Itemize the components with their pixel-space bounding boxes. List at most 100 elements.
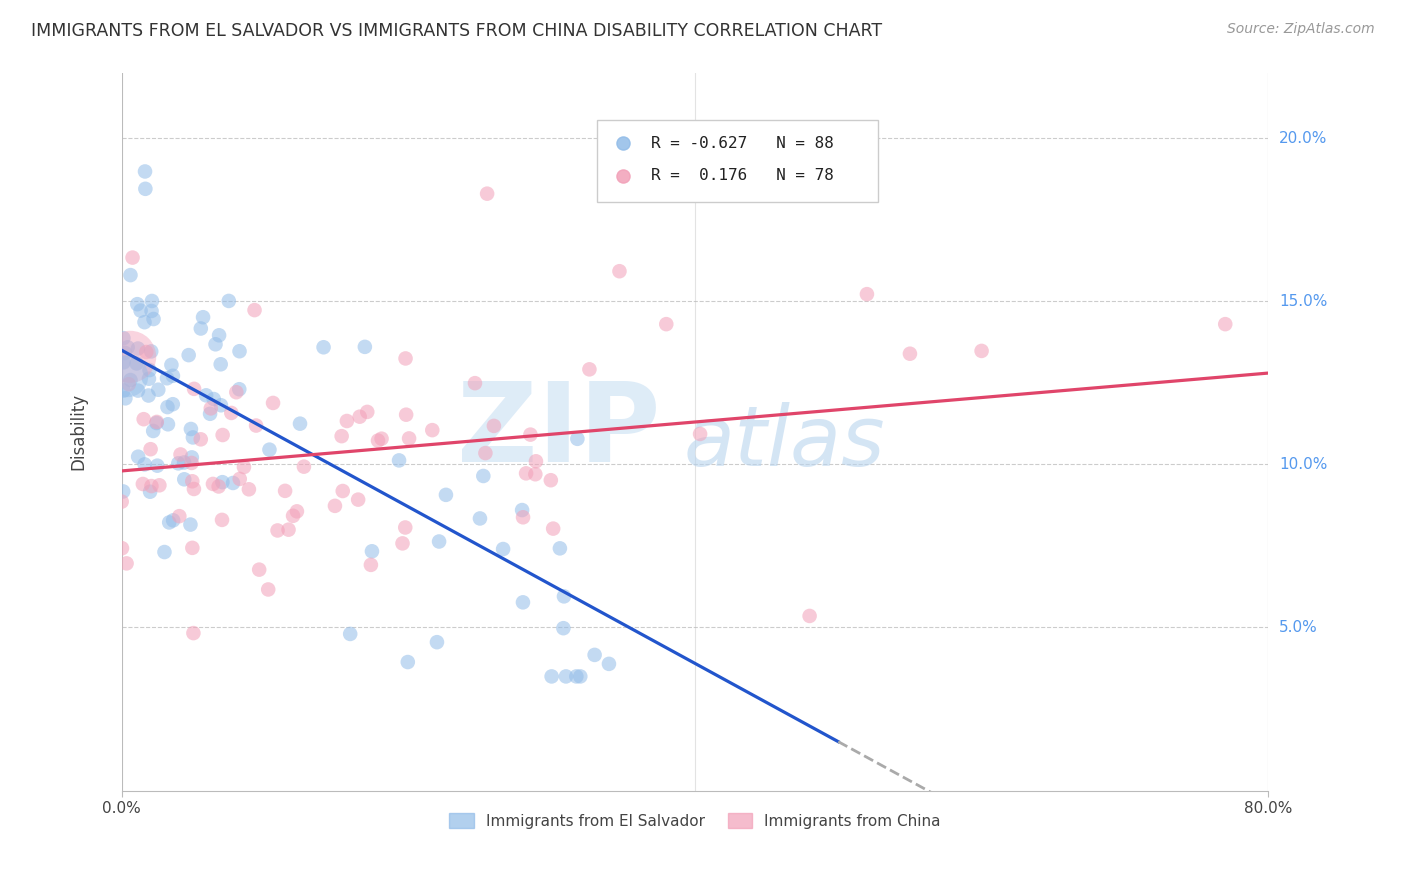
Point: [181, 430, 204, 444]
Point: [233, 460, 256, 475]
Point: [180, 422, 202, 436]
Point: [135, 345, 157, 359]
Point: [395, 408, 418, 422]
Point: [208, 328, 231, 343]
Point: [420, 423, 443, 437]
Point: [117, 369, 139, 384]
Text: R = -0.627   N = 88: R = -0.627 N = 88: [651, 136, 834, 151]
Point: [243, 303, 266, 318]
Point: [512, 595, 534, 609]
Point: [225, 385, 247, 400]
Point: [468, 511, 491, 525]
Point: [330, 429, 353, 443]
Point: [169, 447, 191, 461]
Point: [167, 456, 190, 470]
Point: [120, 350, 142, 364]
Point: [856, 287, 879, 301]
Point: [475, 186, 498, 201]
Point: [180, 456, 202, 470]
Point: [277, 523, 299, 537]
Point: [655, 317, 678, 331]
Point: [112, 331, 135, 345]
Point: [141, 304, 163, 318]
Point: [238, 483, 260, 497]
Point: [127, 342, 149, 356]
Point: [127, 297, 149, 311]
Point: [208, 479, 231, 493]
Point: [200, 401, 222, 416]
Point: [898, 347, 921, 361]
Point: [156, 400, 179, 414]
FancyBboxPatch shape: [598, 120, 879, 202]
Point: [474, 446, 496, 460]
Text: Disability: Disability: [69, 393, 87, 470]
Point: [578, 362, 600, 376]
Point: [391, 536, 413, 550]
Point: [482, 418, 505, 433]
Point: [142, 424, 165, 438]
Point: [138, 372, 160, 386]
Point: [492, 542, 515, 557]
Point: [349, 409, 371, 424]
Point: [360, 558, 382, 572]
Point: [245, 418, 267, 433]
Point: [111, 541, 134, 556]
Point: [524, 454, 547, 468]
Point: [115, 557, 138, 571]
Point: [118, 377, 141, 392]
Point: [274, 483, 297, 498]
Point: [218, 293, 240, 308]
Point: [146, 458, 169, 473]
Point: [120, 268, 142, 282]
Point: [222, 475, 245, 490]
Point: [394, 351, 416, 366]
Point: [125, 356, 148, 370]
Point: [312, 340, 335, 354]
Point: [553, 590, 575, 604]
Text: R =  0.176   N = 78: R = 0.176 N = 78: [651, 168, 834, 183]
Point: [146, 415, 169, 429]
Point: [515, 467, 537, 481]
Text: 15.0%: 15.0%: [1279, 293, 1327, 309]
Point: [181, 475, 204, 489]
Point: [138, 388, 160, 402]
Point: [120, 373, 142, 387]
Point: [540, 669, 562, 683]
Text: Source: ZipAtlas.com: Source: ZipAtlas.com: [1227, 22, 1375, 37]
Point: [162, 368, 184, 383]
Point: [132, 412, 155, 426]
Point: [434, 488, 457, 502]
Point: [555, 669, 578, 683]
Point: [142, 312, 165, 326]
Point: [183, 482, 205, 496]
Point: [323, 499, 346, 513]
Point: [569, 669, 592, 683]
Point: [292, 459, 315, 474]
Point: [127, 384, 149, 398]
Point: [228, 382, 250, 396]
Point: [148, 383, 170, 397]
Point: [262, 396, 284, 410]
Point: [121, 251, 143, 265]
Text: IMMIGRANTS FROM EL SALVADOR VS IMMIGRANTS FROM CHINA DISABILITY CORRELATION CHAR: IMMIGRANTS FROM EL SALVADOR VS IMMIGRANT…: [31, 22, 882, 40]
Point: [361, 544, 384, 558]
Point: [228, 344, 250, 359]
Point: [229, 472, 252, 486]
Point: [112, 384, 135, 398]
Point: [353, 340, 375, 354]
Point: [141, 479, 163, 493]
Point: [540, 473, 562, 487]
Text: 5.0%: 5.0%: [1279, 620, 1317, 635]
Point: [169, 509, 191, 524]
Point: [134, 458, 156, 472]
Point: [156, 371, 179, 385]
Point: [162, 397, 184, 411]
Text: 20.0%: 20.0%: [1279, 131, 1327, 145]
Point: [183, 382, 205, 396]
Point: [160, 358, 183, 372]
Point: [173, 472, 195, 486]
Point: [266, 524, 288, 538]
Point: [112, 355, 135, 369]
Point: [970, 343, 993, 358]
Point: [426, 635, 449, 649]
